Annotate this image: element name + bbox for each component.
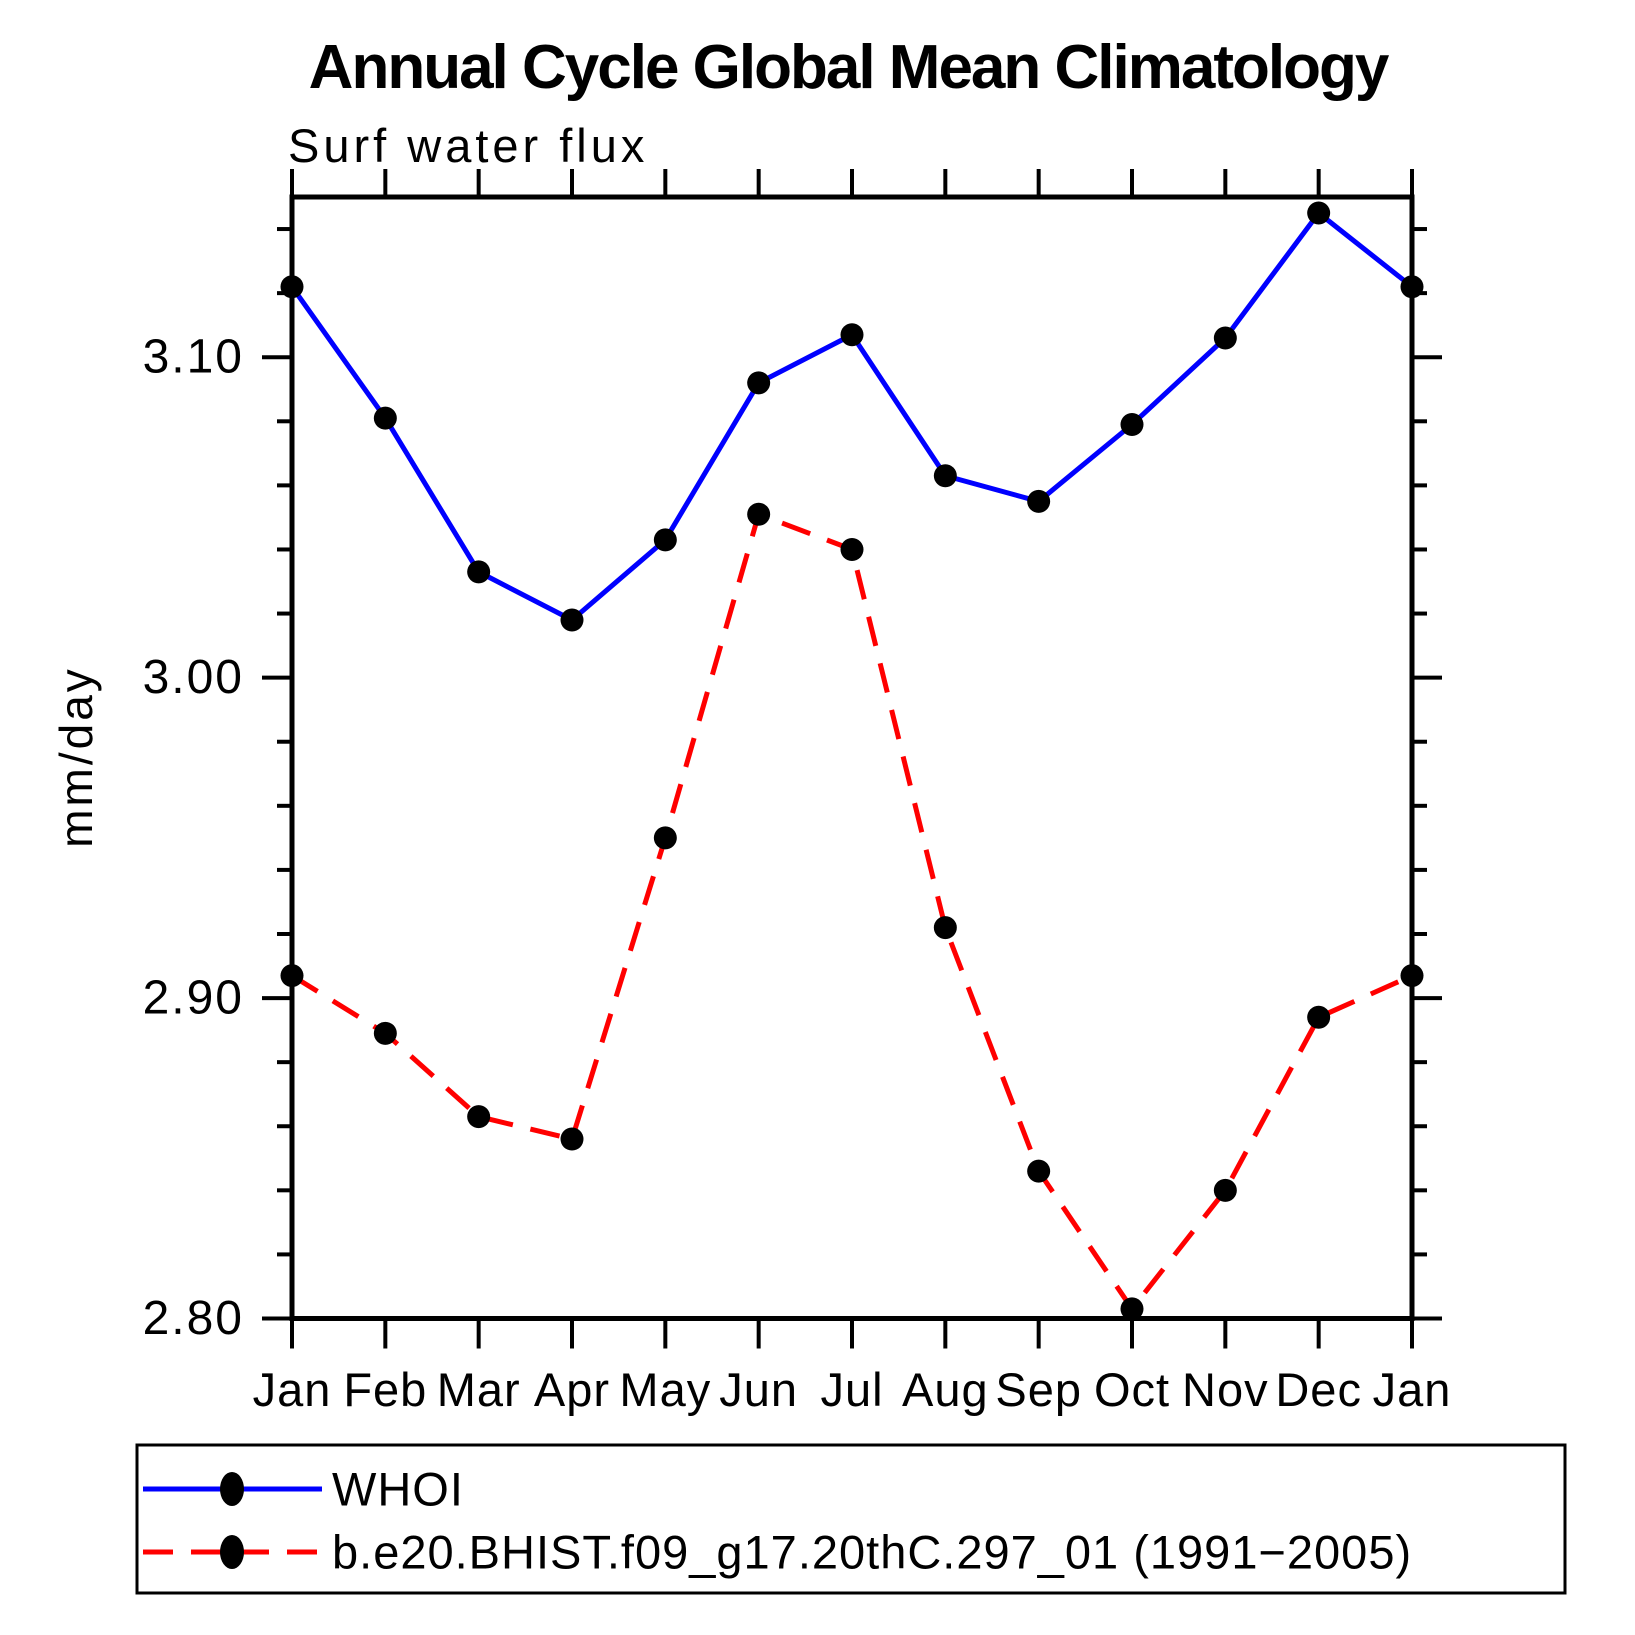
data-point-model-aug <box>933 916 957 940</box>
legend-marker-circle-icon <box>220 1535 244 1569</box>
data-point-model-jun <box>747 502 771 526</box>
data-point-whoi-jun <box>747 371 771 395</box>
data-point-model-apr <box>560 1127 584 1151</box>
chart-subtitle: Surf water flux <box>288 119 648 172</box>
series-line-model <box>290 511 1414 1312</box>
x-tick-label: Jul <box>820 1363 883 1416</box>
data-point-model-mar <box>467 1105 491 1129</box>
plot-area: Jan Feb Mar Apr May Jun Jul Aug Sep Oct Nov Dec Jan2… <box>143 169 1452 1416</box>
x-tick-label: Jun <box>719 1363 798 1416</box>
data-point-model-jul <box>840 537 864 561</box>
y-tick-label: 2.90 <box>143 972 244 1025</box>
legend-label-whoi: WHOI <box>332 1463 464 1516</box>
data-point-model-feb <box>373 1021 397 1045</box>
data-point-whoi-sep <box>1027 489 1051 513</box>
data-point-whoi-jul <box>840 323 864 347</box>
x-tick-label: Mar <box>437 1363 521 1416</box>
data-point-whoi-apr <box>560 608 584 632</box>
data-point-whoi-aug <box>933 464 957 488</box>
x-tick-label: Apr <box>534 1363 610 1416</box>
x-tick-label: Sep <box>995 1363 1082 1416</box>
y-axis-label: mm/day <box>50 666 102 848</box>
x-tick-label: Feb <box>343 1363 427 1416</box>
legend-item-whoi: WHOI <box>143 1463 464 1516</box>
data-point-model-sep <box>1027 1159 1051 1183</box>
y-tick-label: 3.10 <box>143 331 244 384</box>
x-tick-label: Oct <box>1094 1363 1170 1416</box>
data-point-whoi-mar <box>467 560 491 584</box>
plot-frame <box>289 194 1415 1321</box>
legend-item-model: b.e20.BHIST.f09_g17.20thC.297_01 (1991−2… <box>143 1526 1412 1579</box>
legend-label-model: b.e20.BHIST.f09_g17.20thC.297_01 (1991−2… <box>332 1526 1412 1579</box>
data-point-whoi-dec <box>1307 201 1331 225</box>
data-point-model-nov <box>1213 1178 1237 1202</box>
data-point-model-dec <box>1307 1005 1331 1029</box>
data-point-whoi-jan <box>280 275 304 299</box>
data-point-model-jan <box>1400 964 1424 988</box>
x-tick-label: Dec <box>1275 1363 1362 1416</box>
data-point-model-jan <box>280 964 304 988</box>
x-tick-label: Jan <box>1373 1363 1452 1416</box>
data-point-whoi-oct <box>1120 413 1144 437</box>
data-point-whoi-feb <box>373 406 397 430</box>
legend-border <box>135 1443 1567 1595</box>
x-tick-label: Aug <box>902 1363 989 1416</box>
y-tick-label: 3.00 <box>143 651 244 704</box>
data-point-whoi-may <box>653 528 677 552</box>
y-tick-label: 2.80 <box>143 1292 244 1345</box>
chart-title: Annual Cycle Global Mean Climatology <box>309 33 1390 102</box>
x-tick-label: Nov <box>1182 1363 1269 1416</box>
x-tick-label: Jan <box>253 1363 332 1416</box>
x-tick-label: May <box>619 1363 711 1416</box>
data-point-whoi-jan <box>1400 275 1424 299</box>
data-point-whoi-nov <box>1213 326 1237 350</box>
data-point-model-oct <box>1120 1297 1144 1321</box>
data-point-model-may <box>653 826 677 850</box>
legend-box: WHOI b.e20.BHIST.f09_g17.20thC.297_01 (1… <box>135 1443 1567 1595</box>
legend-marker-circle-icon <box>220 1472 244 1506</box>
